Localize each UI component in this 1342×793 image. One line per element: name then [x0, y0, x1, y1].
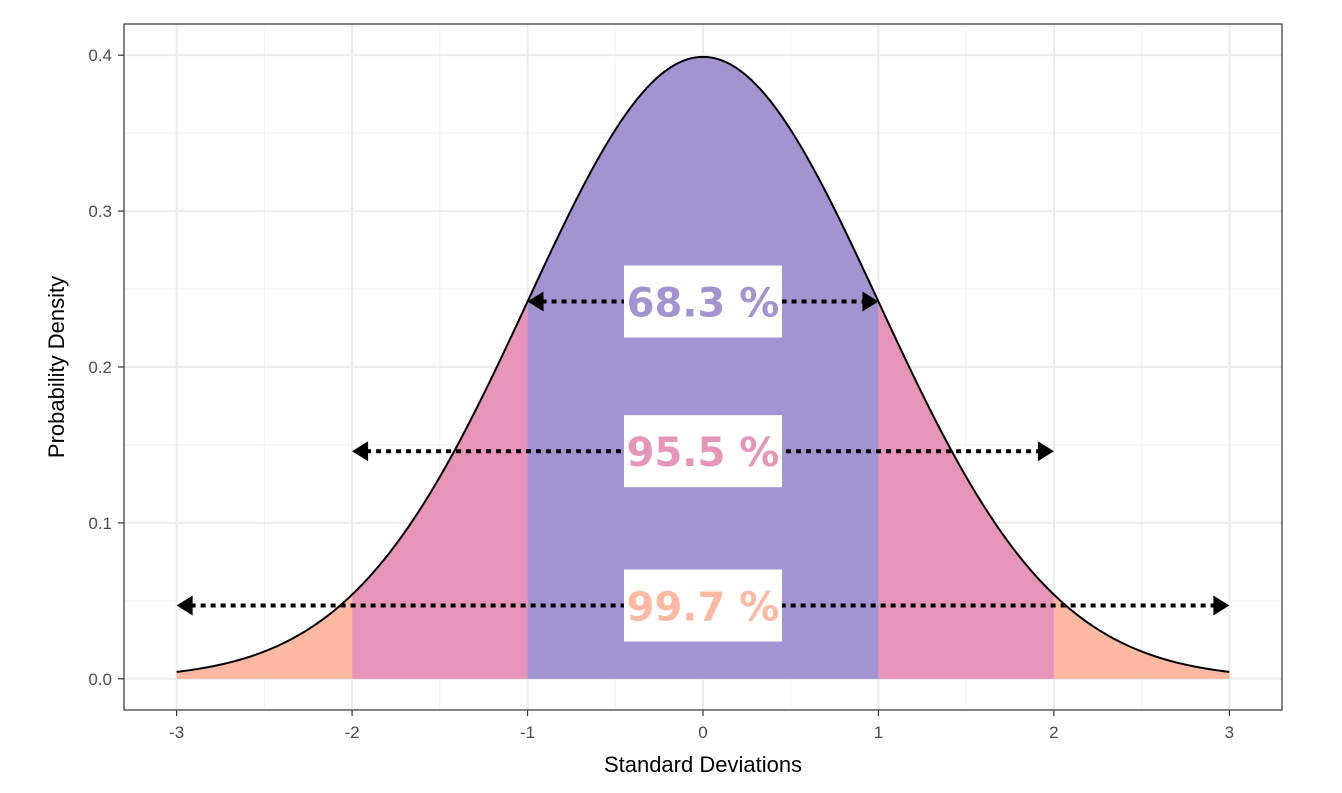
annotation-label: 68.3 % — [627, 281, 780, 327]
y-tick-label: 0.0 — [88, 670, 112, 689]
annotation-label-box — [624, 569, 782, 642]
annotation-label-box — [624, 415, 782, 488]
y-tick-label: 0.1 — [88, 514, 112, 533]
y-axis: 0.0 0.1 0.2 0.3 0.4 — [88, 46, 124, 689]
region-2-to-3-SD-left — [176, 594, 353, 679]
x-axis-title: Standard Deviations — [604, 752, 802, 777]
curve-layer — [176, 55, 1230, 673]
annotation-arrowhead-right — [1037, 441, 1054, 462]
density-curve — [176, 55, 1230, 673]
x-tick-label: -2 — [345, 723, 360, 742]
region-2-to-3-SD-right — [1053, 594, 1230, 679]
annotation-label-box — [624, 265, 782, 338]
y-tick-label: 0.3 — [88, 202, 112, 221]
annotation-arrowhead-right — [1213, 595, 1230, 616]
x-axis: -3 -2 -1 0 1 2 3 — [169, 710, 1234, 742]
y-axis-title: Probability Density — [44, 276, 69, 458]
y-tick-label: 0.2 — [88, 358, 112, 377]
annotations: 68.3 % 95.5 % 99.7 % — [176, 265, 1230, 642]
annotation-arrowhead-left — [352, 441, 369, 462]
y-tick-label: 0.4 — [88, 46, 112, 65]
x-tick-label: 2 — [1049, 723, 1058, 742]
x-tick-label: 0 — [698, 723, 707, 742]
annotation-arrowhead-right — [862, 291, 879, 312]
x-tick-label: 1 — [874, 723, 883, 742]
annotation-arrowhead-left — [527, 291, 544, 312]
region-within-1-SD — [527, 56, 879, 679]
annotation-label: 99.7 % — [627, 585, 780, 631]
annotation-arrowhead-left — [176, 595, 193, 616]
x-tick-label: -3 — [169, 723, 184, 742]
x-tick-label: -1 — [520, 723, 535, 742]
annotation-label: 95.5 % — [627, 430, 780, 476]
x-tick-label: 3 — [1225, 723, 1234, 742]
